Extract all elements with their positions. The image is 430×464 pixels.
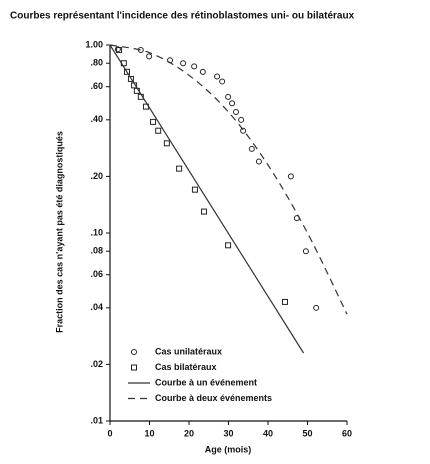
- y-tick-label: .04: [90, 302, 103, 312]
- legend-label: Courbe à deux événements: [155, 393, 272, 403]
- x-tick-label: 40: [263, 428, 273, 438]
- marker-circle: [199, 68, 206, 75]
- marker-circle: [225, 93, 232, 100]
- y-tick-label: .02: [90, 359, 103, 369]
- x-axis-label: Age (mois): [205, 444, 252, 454]
- x-tick-label: 30: [223, 428, 233, 438]
- legend-label: Cas unilatéraux: [155, 346, 222, 356]
- legend-marker: [131, 349, 137, 355]
- marker-square: [155, 127, 162, 134]
- y-axis-label: Fraction des cas n'ayant pas été diagnos…: [54, 131, 64, 333]
- legend-marker: [131, 364, 137, 371]
- y-tick-label: .01: [90, 415, 103, 425]
- marker-circle: [229, 100, 236, 107]
- x-tick-label: 60: [342, 428, 352, 438]
- marker-square: [225, 242, 232, 249]
- marker-square: [123, 68, 130, 75]
- curve: [109, 44, 348, 315]
- legend-label: Courbe à un événement: [155, 377, 257, 387]
- marker-circle: [255, 158, 262, 165]
- y-tick-label: .40: [90, 114, 103, 124]
- y-tick-label: .10: [90, 227, 103, 237]
- y-tick-label: .08: [90, 246, 103, 256]
- marker-circle: [146, 53, 153, 60]
- chart-title: Courbes représentant l'incidence des rét…: [10, 11, 355, 22]
- y-tick-label: .06: [90, 269, 103, 279]
- marker-square: [176, 165, 183, 172]
- x-tick-label: 10: [144, 428, 154, 438]
- y-tick-label: .20: [90, 171, 103, 181]
- x-tick-label: 50: [302, 428, 312, 438]
- marker-square: [191, 186, 198, 193]
- marker-circle: [313, 304, 320, 311]
- marker-square: [116, 47, 123, 54]
- marker-circle: [219, 78, 226, 85]
- marker-circle: [287, 173, 294, 180]
- y-tick-label: .60: [90, 81, 103, 91]
- x-tick-label: 20: [184, 428, 194, 438]
- marker-circle: [114, 46, 121, 53]
- marker-square: [150, 118, 157, 125]
- marker-circle: [180, 60, 187, 67]
- marker-circle: [248, 145, 255, 152]
- y-tick-label: 1.00: [85, 39, 103, 49]
- y-tick-label: .80: [90, 58, 103, 68]
- x-tick-label: 0: [107, 428, 112, 438]
- curve: [109, 44, 305, 354]
- marker-square: [163, 140, 170, 147]
- marker-square: [201, 208, 208, 215]
- marker-circle: [214, 73, 221, 80]
- marker-circle: [238, 116, 245, 123]
- marker-circle: [302, 248, 309, 255]
- legend-label: Cas bilatéraux: [155, 362, 217, 372]
- marker-circle: [191, 63, 198, 70]
- marker-circle: [233, 109, 240, 116]
- marker-circle: [240, 127, 247, 134]
- marker-square: [281, 298, 288, 305]
- marker-square: [127, 75, 134, 82]
